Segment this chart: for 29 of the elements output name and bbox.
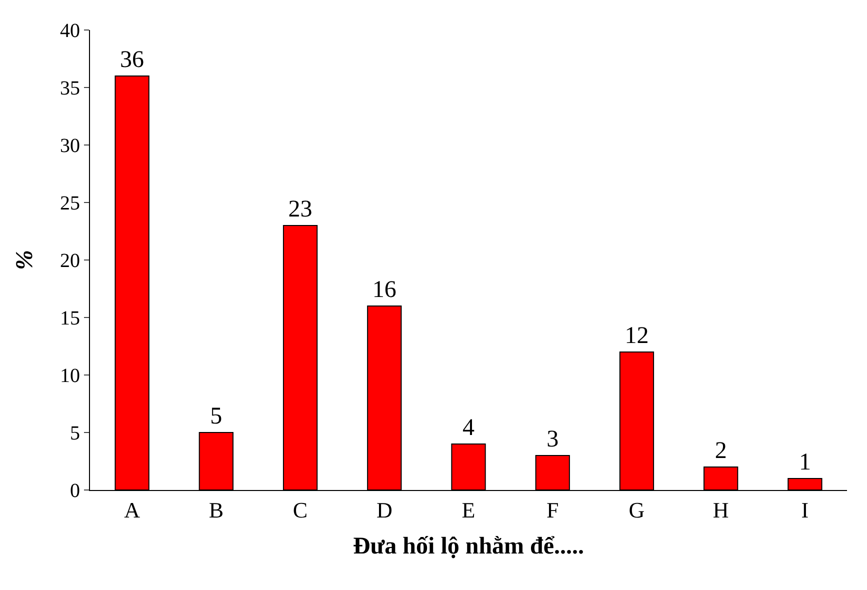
data-label: 5 xyxy=(210,404,222,430)
y-axis-title: % xyxy=(12,250,38,270)
data-label: 16 xyxy=(372,277,396,303)
y-tick-label: 5 xyxy=(70,422,80,444)
data-label: 4 xyxy=(462,415,474,441)
x-tick-label: E xyxy=(462,497,476,522)
y-tick-label: 15 xyxy=(60,308,80,330)
y-tick-label: 25 xyxy=(60,192,80,214)
data-label: 23 xyxy=(288,196,312,222)
y-tick-label: 35 xyxy=(60,78,80,100)
y-tick-label: 20 xyxy=(60,250,80,272)
x-tick-label: C xyxy=(292,497,308,522)
y-tick-label: 40 xyxy=(60,20,80,42)
data-label: 2 xyxy=(714,438,727,464)
data-label: 1 xyxy=(798,450,811,476)
y-tick-label: 30 xyxy=(60,135,80,157)
x-axis-title: Đưa hối lộ nhằm để..... xyxy=(352,534,584,560)
x-tick-label: G xyxy=(628,497,645,522)
x-tick-label: A xyxy=(124,497,140,522)
data-label: 36 xyxy=(120,47,144,73)
x-tick-label: F xyxy=(546,497,559,522)
x-tick-label: I xyxy=(801,497,809,522)
y-tick-label: 10 xyxy=(60,365,80,387)
data-label: 3 xyxy=(546,426,559,452)
x-tick-label: D xyxy=(376,497,392,522)
x-tick-label: B xyxy=(208,497,224,522)
y-tick-label: 0 xyxy=(70,480,80,502)
x-tick-label: H xyxy=(712,497,729,522)
data-label: 12 xyxy=(624,323,649,349)
